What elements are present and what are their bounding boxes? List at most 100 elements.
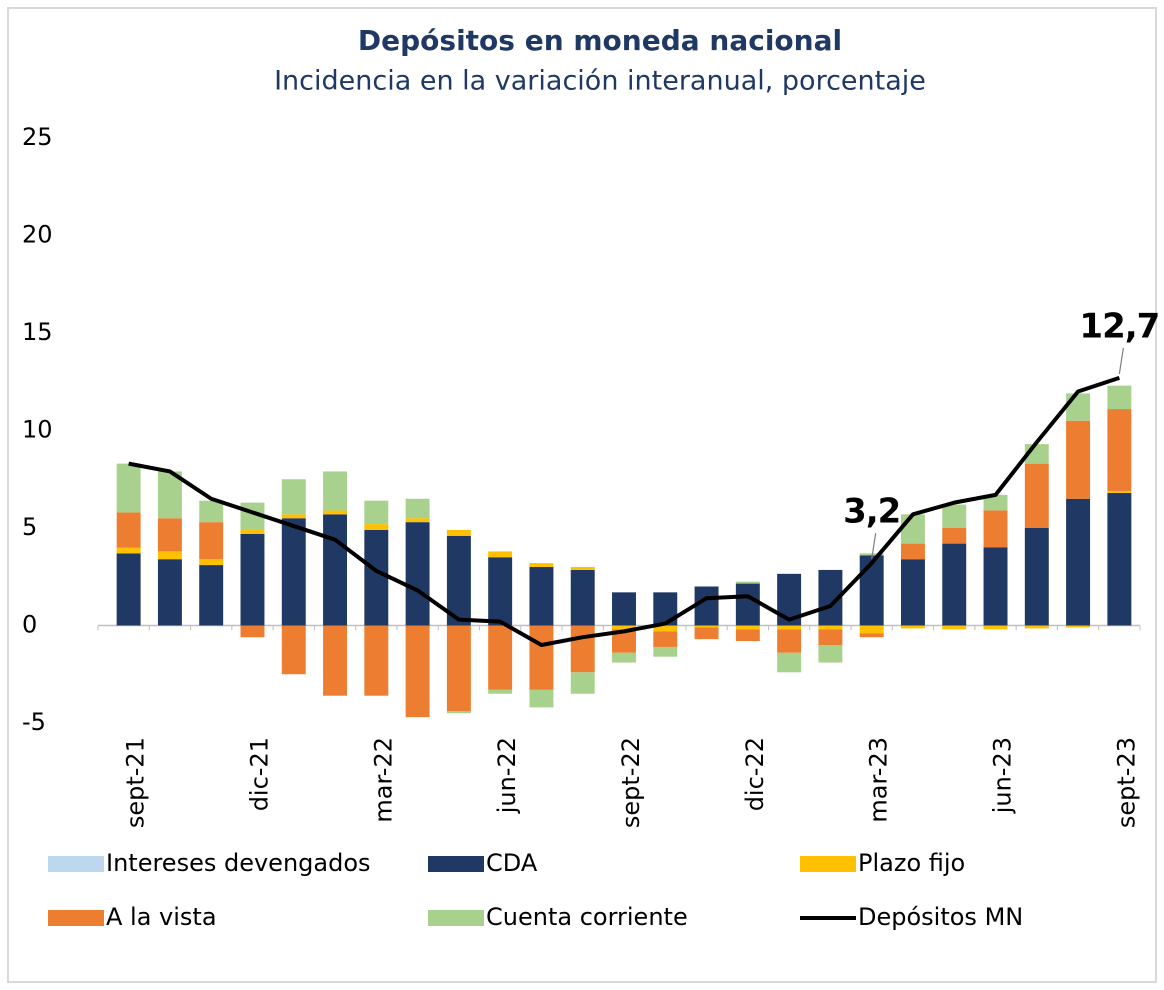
bar — [323, 625, 348, 696]
bar — [694, 586, 719, 626]
bar — [446, 535, 471, 626]
bar — [653, 625, 678, 632]
bar — [1066, 625, 1091, 628]
bar — [570, 569, 595, 626]
bar — [157, 551, 182, 560]
line — [128, 375, 1120, 647]
x-tick-label: dic-21 — [245, 737, 273, 811]
bar — [529, 563, 554, 567]
chart-title: Depósitos en moneda nacional — [358, 24, 842, 57]
bar — [323, 514, 348, 626]
y-tick-label: -5 — [22, 708, 46, 736]
x-tick-label: mar-22 — [369, 737, 397, 823]
bar — [364, 500, 389, 525]
bar — [694, 627, 719, 640]
bar — [983, 494, 1008, 511]
bar — [900, 514, 925, 544]
y-tick-label: 15 — [22, 318, 53, 346]
bar — [570, 567, 595, 570]
bar — [653, 592, 678, 626]
bar — [529, 567, 554, 626]
frame — [7, 7, 1157, 983]
bar — [900, 559, 925, 626]
bar — [900, 625, 925, 629]
bar — [281, 514, 306, 519]
bar — [529, 625, 554, 690]
x-tick-label: sept-22 — [617, 737, 645, 828]
bar — [777, 652, 802, 673]
legend-label: Cuenta corriente — [486, 903, 688, 931]
bar — [570, 625, 595, 673]
bar — [157, 471, 182, 519]
bar — [446, 625, 471, 712]
bar — [653, 631, 678, 647]
bar — [281, 479, 306, 515]
bar — [735, 581, 760, 584]
x-tick-label: dic-22 — [741, 737, 769, 811]
bar — [983, 547, 1008, 626]
bar — [942, 528, 967, 544]
bar — [1107, 490, 1132, 493]
bar — [612, 625, 636, 630]
bar — [157, 518, 182, 552]
legend-label: Intereses devengados — [106, 849, 371, 877]
bar — [405, 518, 430, 523]
bar — [694, 625, 719, 628]
bar — [364, 524, 389, 530]
bar — [942, 543, 967, 626]
bar — [1024, 528, 1049, 626]
bar — [983, 625, 1008, 630]
y-tick-label: 25 — [22, 123, 53, 151]
bar — [240, 625, 265, 638]
bar — [859, 555, 884, 626]
bar — [1107, 492, 1132, 626]
bar — [281, 518, 306, 626]
x-tick-label: mar-23 — [865, 737, 893, 823]
bar — [612, 629, 636, 653]
bar — [488, 551, 513, 558]
bar — [818, 629, 843, 645]
x-tick-label: sept-23 — [1112, 737, 1140, 828]
bar — [488, 689, 513, 694]
bar — [1024, 463, 1049, 528]
bar — [818, 645, 843, 663]
bar — [777, 625, 802, 630]
bar — [570, 672, 595, 694]
bar — [199, 522, 224, 560]
legend-label: Plazo fijo — [858, 849, 965, 877]
y-tick-label: 5 — [22, 513, 37, 541]
bar — [199, 565, 224, 626]
bar — [364, 625, 389, 696]
bar — [405, 498, 430, 519]
leader-line — [871, 533, 877, 560]
bar — [1107, 385, 1132, 410]
bar — [323, 471, 348, 511]
data-label: 3,2 — [843, 492, 900, 532]
bar — [240, 529, 265, 534]
leader-line — [1118, 347, 1124, 374]
bar — [405, 625, 430, 718]
x-tick-label: sept-21 — [122, 737, 150, 828]
bar — [116, 553, 141, 626]
bar — [116, 463, 141, 513]
bar — [116, 512, 141, 548]
bar — [777, 573, 802, 626]
x-tick-label: jun-23 — [989, 737, 1017, 814]
legend-swatch — [800, 856, 856, 872]
bar — [157, 559, 182, 626]
bar — [818, 625, 843, 630]
bar — [529, 689, 554, 708]
bar — [859, 625, 884, 634]
bar — [116, 547, 141, 554]
legend-label: Depósitos MN — [858, 903, 1023, 931]
legend-swatch — [428, 910, 484, 926]
bar — [818, 569, 843, 626]
bar — [612, 592, 636, 626]
legend-swatch — [48, 856, 104, 872]
bar — [653, 646, 678, 657]
bar — [1066, 393, 1091, 421]
bar — [859, 553, 884, 556]
y-tick-label: 0 — [22, 611, 37, 639]
bar — [405, 522, 430, 626]
